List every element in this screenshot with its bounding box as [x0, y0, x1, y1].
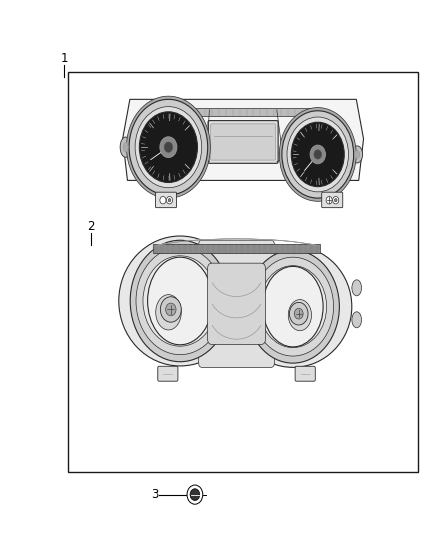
Circle shape	[135, 107, 202, 188]
Ellipse shape	[123, 142, 128, 152]
Circle shape	[252, 257, 334, 356]
Circle shape	[168, 199, 171, 202]
Circle shape	[166, 304, 176, 315]
Circle shape	[287, 117, 349, 192]
Circle shape	[129, 99, 208, 195]
Ellipse shape	[156, 295, 181, 330]
FancyBboxPatch shape	[208, 263, 265, 344]
Circle shape	[143, 256, 217, 346]
Ellipse shape	[352, 146, 363, 163]
Ellipse shape	[352, 312, 361, 328]
Circle shape	[130, 240, 230, 362]
Circle shape	[187, 485, 203, 504]
Circle shape	[314, 150, 321, 159]
FancyBboxPatch shape	[295, 366, 315, 381]
FancyBboxPatch shape	[155, 192, 177, 208]
Text: 3: 3	[151, 488, 159, 501]
FancyBboxPatch shape	[321, 192, 343, 208]
Ellipse shape	[234, 246, 352, 367]
Circle shape	[259, 265, 327, 348]
Circle shape	[335, 199, 337, 202]
Ellipse shape	[120, 137, 131, 157]
Circle shape	[139, 112, 198, 182]
Ellipse shape	[148, 257, 212, 345]
Circle shape	[136, 247, 224, 354]
Polygon shape	[123, 99, 364, 180]
Ellipse shape	[288, 300, 311, 330]
Circle shape	[166, 197, 173, 204]
Text: 2: 2	[88, 220, 95, 233]
Circle shape	[164, 142, 173, 152]
Circle shape	[333, 197, 339, 204]
FancyBboxPatch shape	[211, 124, 276, 160]
Circle shape	[282, 111, 353, 198]
FancyBboxPatch shape	[208, 120, 278, 163]
Circle shape	[295, 309, 303, 319]
Circle shape	[279, 151, 283, 157]
Circle shape	[127, 96, 210, 198]
Circle shape	[160, 197, 166, 204]
Circle shape	[279, 108, 356, 201]
Ellipse shape	[119, 236, 241, 366]
FancyBboxPatch shape	[158, 366, 178, 381]
Circle shape	[291, 122, 344, 187]
Circle shape	[326, 197, 332, 204]
Bar	[68, 72, 418, 472]
FancyBboxPatch shape	[199, 240, 274, 367]
Circle shape	[190, 489, 200, 500]
Ellipse shape	[263, 266, 323, 347]
Circle shape	[247, 250, 339, 363]
Circle shape	[160, 297, 181, 322]
Circle shape	[290, 302, 308, 325]
Ellipse shape	[352, 280, 361, 296]
Text: 1: 1	[60, 52, 68, 65]
Bar	[166, 108, 320, 116]
Ellipse shape	[354, 150, 360, 158]
Bar	[153, 245, 320, 253]
Circle shape	[310, 145, 325, 164]
Circle shape	[160, 137, 177, 158]
